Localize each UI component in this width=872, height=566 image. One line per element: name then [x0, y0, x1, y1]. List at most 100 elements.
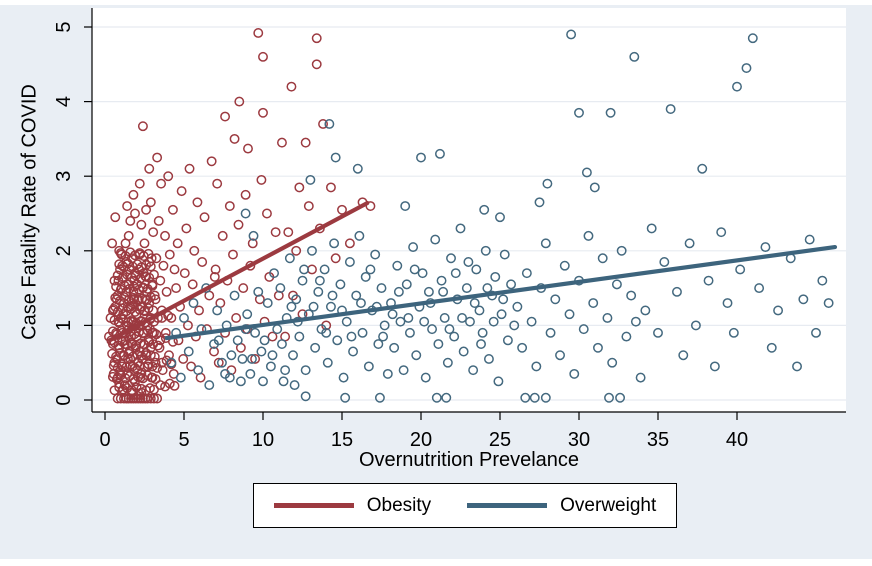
obesity-point [123, 295, 134, 305]
x-tick-label: 20 [410, 429, 432, 451]
overweight-point [175, 372, 186, 383]
overweight-point [502, 335, 513, 346]
obesity-point [171, 283, 182, 294]
obesity-point [156, 178, 167, 189]
obesity-point [163, 171, 174, 182]
obesity-point [167, 204, 178, 215]
overweight-point [496, 309, 507, 320]
obesity-point [217, 230, 228, 241]
obesity-point [194, 305, 204, 316]
obesity-point [118, 309, 129, 320]
obesity-point [192, 197, 203, 208]
overweight-point [678, 350, 689, 361]
overweight-point [409, 264, 420, 275]
overweight-point [245, 368, 256, 379]
obesity-point [147, 280, 158, 291]
x-tick-label: 5 [178, 429, 189, 451]
obesity-point [253, 28, 264, 38]
overweight-point [479, 204, 490, 215]
obesity-point [125, 216, 136, 226]
overweight-point [431, 392, 442, 403]
obesity-point [141, 204, 152, 215]
obesity-point [144, 163, 155, 174]
overweight-point [212, 305, 223, 316]
overweight-point [419, 316, 430, 327]
overweight-point [356, 298, 366, 308]
obesity-point [256, 174, 267, 185]
overweight-point [583, 230, 594, 241]
overweight-point [324, 119, 335, 129]
obesity-point [213, 357, 224, 368]
overweight-point [229, 290, 240, 301]
overweight-point [578, 324, 589, 335]
obesity-point [128, 374, 139, 385]
overweight-point [566, 29, 577, 40]
overweight-point [310, 342, 321, 353]
overweight-fit-line [164, 244, 838, 341]
obesity-point [141, 260, 152, 270]
obesity-point [136, 262, 147, 273]
x-tick-label: 30 [568, 429, 590, 451]
overweight-point [498, 294, 509, 305]
overweight-point [635, 372, 646, 383]
obesity-point [158, 260, 169, 271]
obesity-point [150, 294, 161, 305]
obesity-point [210, 264, 221, 275]
obesity-point [156, 357, 167, 368]
obesity-point [247, 238, 258, 249]
overweight-point [512, 301, 523, 312]
overweight-point [314, 275, 325, 286]
overweight-point [319, 264, 330, 275]
overweight-point [417, 268, 428, 279]
overweight-point [363, 361, 374, 372]
overweight-point [379, 320, 390, 331]
obesity-point [325, 182, 336, 193]
obesity-point [337, 204, 347, 215]
overweight-point [569, 368, 580, 379]
overweight-point [529, 392, 540, 403]
overweight-point [602, 312, 613, 323]
overweight-point [253, 286, 264, 297]
overweight-point [550, 294, 561, 305]
obesity-point [229, 133, 240, 144]
obesity-point [318, 119, 328, 129]
overweight-point [509, 320, 520, 331]
obesity-point [127, 361, 138, 372]
overweight-point [338, 372, 349, 383]
obesity-point [250, 354, 261, 364]
overweight-point [389, 342, 400, 353]
overweight-point [387, 309, 398, 320]
overweight-point [416, 152, 426, 163]
obesity-point [123, 230, 134, 241]
overweight-point [455, 223, 466, 234]
overweight-point [376, 283, 387, 294]
y-tick-label: 2 [53, 245, 75, 256]
overweight-point [520, 392, 531, 403]
overweight-point [581, 167, 592, 178]
overweight-point [766, 342, 777, 353]
obesity-point [122, 201, 133, 211]
overweight-point [607, 357, 618, 368]
obesity-point [152, 152, 163, 163]
overweight-point [435, 148, 445, 159]
obesity-point [267, 331, 278, 342]
overweight-point [360, 271, 371, 282]
overweight-point [327, 290, 338, 301]
obesity-point [151, 253, 162, 264]
overweight-point [747, 33, 758, 44]
overweight-point [735, 264, 746, 275]
obesity-point [164, 378, 175, 389]
overweight-point [357, 327, 368, 338]
obesity-point [145, 261, 156, 272]
obesity-point [155, 380, 166, 391]
obesity-point [149, 384, 159, 395]
obesity-point [130, 362, 140, 373]
overweight-point [574, 107, 584, 118]
y-tick-label: 1 [53, 320, 75, 331]
overweight-point [722, 298, 733, 308]
legend: Obesity Overweight [253, 483, 677, 528]
overweight-point [499, 249, 510, 260]
overweight-point [299, 264, 310, 275]
obesity-point [258, 51, 268, 62]
